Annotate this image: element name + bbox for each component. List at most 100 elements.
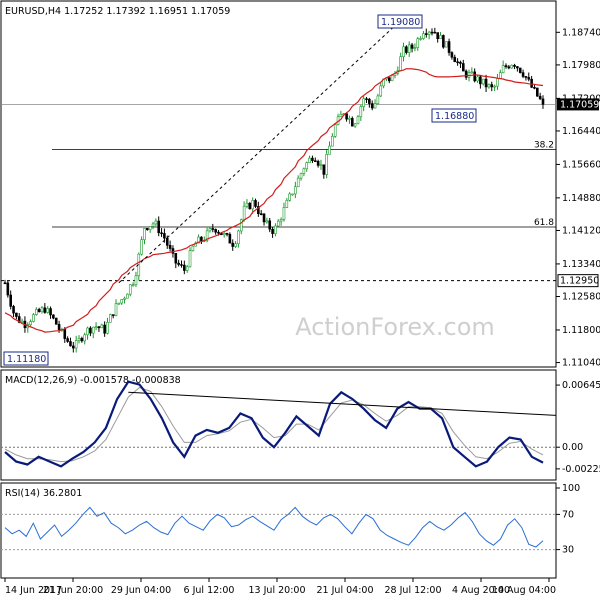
- candle-body: [499, 72, 502, 79]
- current-price-box: [557, 98, 599, 111]
- candle-body: [419, 38, 422, 40]
- candle-body: [328, 145, 331, 155]
- candle-body: [365, 98, 368, 101]
- candle-body: [305, 162, 309, 170]
- candle-body: [35, 309, 38, 315]
- candle-body: [32, 314, 35, 322]
- candle-body: [111, 314, 115, 316]
- candle-body: [538, 95, 542, 100]
- level-label-box: [557, 274, 599, 288]
- current-price-label: 1.17059: [560, 99, 599, 110]
- candle-body: [251, 200, 254, 210]
- x-tick-label: 21 Jun 20:00: [43, 585, 103, 596]
- candle-body: [214, 229, 217, 233]
- candle-body: [3, 282, 7, 285]
- candle-body: [296, 177, 300, 188]
- candle-body: [271, 228, 274, 234]
- candle-body: [464, 70, 468, 78]
- x-tick-label: 4 Aug 20:00: [452, 585, 510, 596]
- candle-body: [128, 284, 132, 295]
- candle-body: [399, 56, 402, 71]
- trend-channel-line: [118, 17, 404, 284]
- candle-body: [262, 213, 266, 223]
- candle-body: [208, 228, 212, 232]
- candle-body: [370, 103, 374, 109]
- candle-body: [165, 237, 169, 246]
- price-tick-label: 1.13340: [562, 259, 600, 270]
- candle-body: [83, 334, 87, 342]
- candle-body: [536, 87, 539, 97]
- candle-body: [416, 38, 420, 48]
- candle-body: [97, 326, 101, 329]
- candle-body: [331, 136, 334, 147]
- candle-body: [200, 236, 203, 241]
- candle-body: [518, 67, 522, 73]
- candle-body: [37, 309, 41, 313]
- candle-body: [157, 220, 161, 234]
- candle-body: [94, 326, 98, 329]
- candle-body: [476, 76, 479, 82]
- candle-body: [89, 327, 92, 334]
- candle-body: [52, 314, 55, 319]
- candle-body: [459, 61, 462, 64]
- candle-body: [479, 76, 482, 85]
- candle-body: [265, 220, 269, 223]
- candle-body: [313, 160, 317, 162]
- candle-body: [231, 242, 235, 247]
- rsi-tick-label: 30: [562, 545, 574, 556]
- candle-body: [496, 77, 499, 87]
- annotation-label: 1.11180: [7, 354, 46, 365]
- candle-body: [405, 46, 408, 53]
- candle-body: [131, 284, 135, 286]
- candle-body: [20, 320, 24, 323]
- macd-layer: 0.006454 0.00 -0.002252: [1, 380, 600, 475]
- candle-body: [274, 225, 277, 234]
- x-tick-label: 6 Jul 12:00: [184, 585, 235, 596]
- macd-tick-label: 0.00: [562, 442, 583, 453]
- candle-body: [120, 299, 124, 304]
- macd-tick-label: -0.002252: [562, 464, 600, 475]
- candle-body: [242, 205, 246, 221]
- price-tick-label: 1.11800: [562, 325, 600, 336]
- price-tick-label: 1.14120: [562, 225, 600, 236]
- rsi-panel-frame: [0, 482, 557, 579]
- candle-body: [484, 78, 488, 88]
- x-tick-label: 29 Jun 04:00: [111, 585, 171, 596]
- candle-body: [114, 303, 118, 316]
- candle-body: [359, 106, 363, 118]
- candle-body: [368, 98, 371, 104]
- candle-body: [333, 124, 337, 137]
- candle-body: [444, 41, 448, 48]
- candle-body: [80, 338, 84, 342]
- candle-body: [353, 123, 357, 127]
- candle-body: [473, 71, 476, 82]
- candle-body: [513, 64, 516, 67]
- candle-body: [493, 85, 496, 88]
- x-tick-label: 21 Jul 04:00: [317, 585, 374, 596]
- candle-body: [453, 56, 457, 63]
- price-tick-label: 1.12580: [562, 292, 600, 303]
- candle-body: [15, 312, 18, 317]
- candle-body: [43, 307, 47, 313]
- moving-average-line: [4, 68, 544, 333]
- candle-body: [177, 262, 180, 265]
- candle-body: [447, 41, 451, 53]
- candle-body: [470, 71, 474, 74]
- candle-body: [285, 200, 289, 208]
- candle-body: [288, 193, 291, 201]
- candle-body: [387, 77, 391, 82]
- candle-body: [117, 302, 121, 305]
- candle-body: [390, 75, 394, 82]
- candle-body: [461, 63, 465, 72]
- candle-body: [433, 31, 437, 34]
- price-panel-title: EURUSD,H4 1.17252 1.17392 1.16951 1.1705…: [5, 6, 230, 17]
- candle-body: [442, 35, 445, 48]
- candle-body: [507, 66, 511, 69]
- price-tick-label: 1.14880: [562, 193, 600, 204]
- rsi-panel-title: RSI(14) 36.2801: [5, 488, 82, 499]
- candle-body: [63, 329, 67, 339]
- candle-body: [504, 65, 508, 68]
- candle-body: [17, 316, 21, 323]
- candle-body: [276, 220, 280, 227]
